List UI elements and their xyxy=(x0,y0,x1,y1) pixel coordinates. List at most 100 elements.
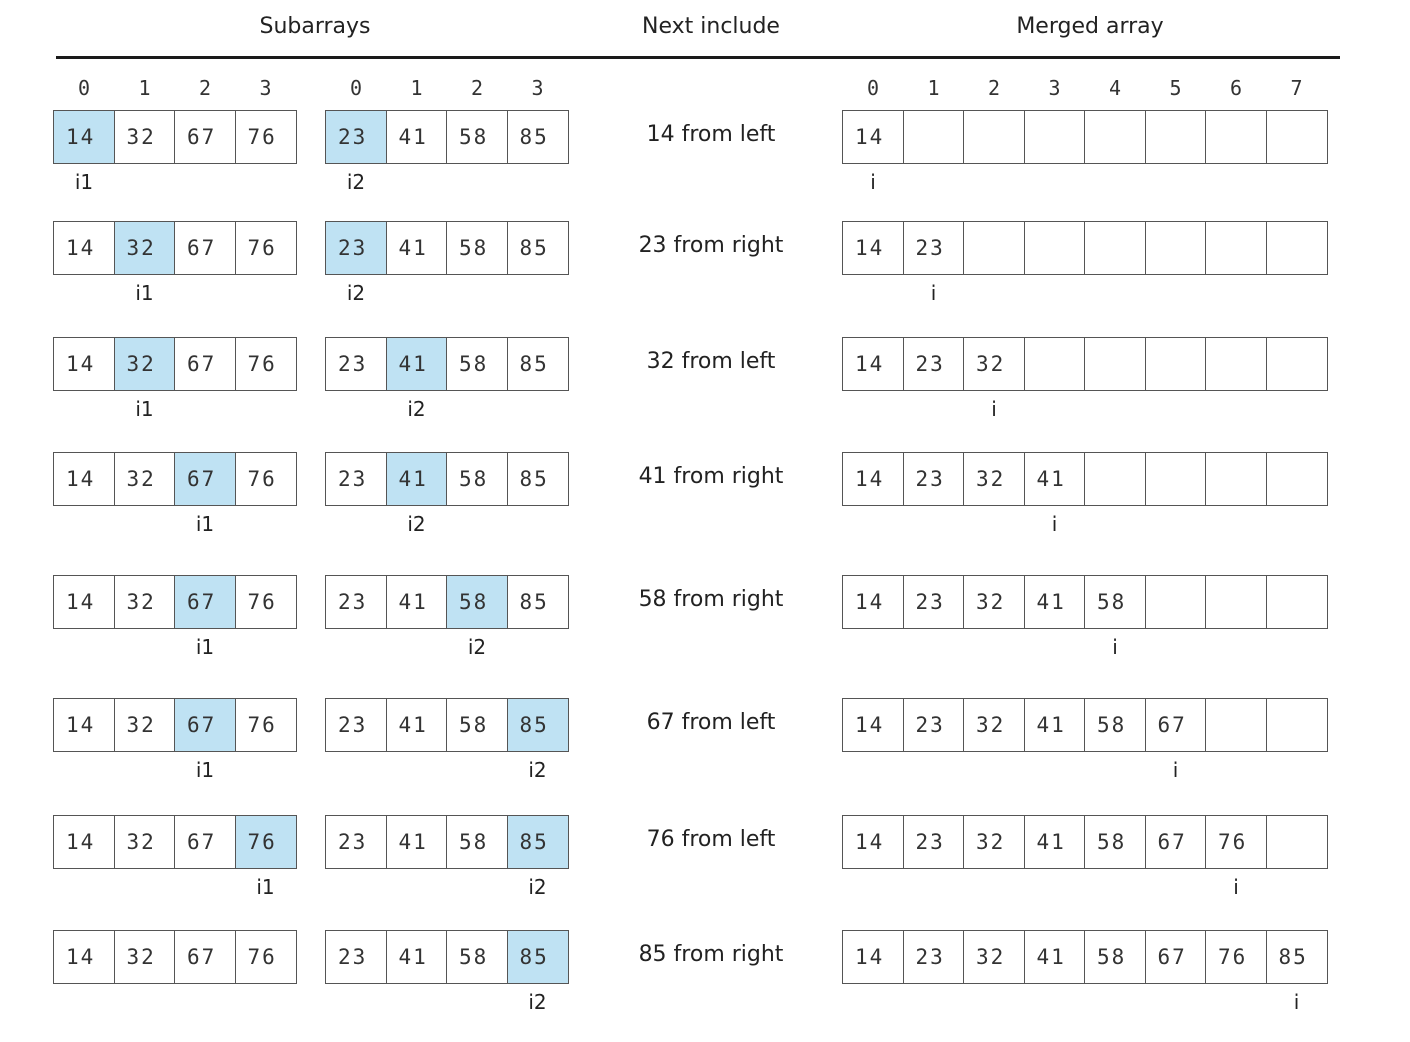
merge-step: 14 32 67 76 23 41 58 85 58 from right 14 23 32 41 58 i… xyxy=(0,575,1410,687)
merged-cell: 14 xyxy=(842,221,904,275)
right-subarray: 23 41 58 85 xyxy=(325,110,569,164)
merged-cell xyxy=(1023,337,1086,391)
merged-cell xyxy=(1265,110,1328,164)
merged-cell: 14 xyxy=(842,337,904,391)
right-cell: 85 xyxy=(506,221,569,275)
pointer-i1: i1 xyxy=(256,875,275,899)
next-include-text: 67 from left xyxy=(646,710,776,735)
right-cell-current: 23 xyxy=(325,110,387,164)
left-cell: 32 xyxy=(113,110,176,164)
index-label: 1 xyxy=(138,76,151,100)
merged-cell: 76 xyxy=(1205,815,1267,869)
merged-cell: 41 xyxy=(1023,930,1086,984)
merged-cell: 58 xyxy=(1084,930,1146,984)
merged-cell: 67 xyxy=(1144,815,1207,869)
left-subarray: 14 32 67 76 xyxy=(53,815,297,869)
merged-array: 14 23 32 41 58 67 76 xyxy=(842,815,1328,869)
right-cell: 23 xyxy=(325,452,387,506)
left-cell: 76 xyxy=(234,110,297,164)
pointer-i2: i2 xyxy=(528,875,547,899)
merged-cell xyxy=(902,110,965,164)
right-cell-current: 85 xyxy=(506,698,569,752)
next-include-text: 76 from left xyxy=(646,827,776,852)
right-cell: 58 xyxy=(446,110,508,164)
right-cell: 85 xyxy=(506,110,569,164)
merged-cell xyxy=(1144,452,1207,506)
index-label: 2 xyxy=(987,76,1001,100)
header-rule xyxy=(56,56,1340,59)
right-cell: 23 xyxy=(325,930,387,984)
pointer-i1: i1 xyxy=(135,397,154,421)
merge-step: 14 32 67 76 23 41 58 85 76 from left 14 23 32 41 58 67… xyxy=(0,815,1410,927)
merged-cell xyxy=(1144,337,1207,391)
right-subarray: 23 41 58 85 xyxy=(325,452,569,506)
left-cell: 67 xyxy=(174,337,236,391)
merge-step: 14 32 67 76 23 41 58 85 85 from right 14 23 32 41 58 6… xyxy=(0,930,1410,1042)
pointer-i2: i2 xyxy=(407,512,426,536)
merged-cell: 23 xyxy=(902,337,965,391)
right-cell: 85 xyxy=(506,575,569,629)
pointer-i: i xyxy=(991,397,997,421)
right-cell: 41 xyxy=(385,930,448,984)
merged-cell: 14 xyxy=(842,575,904,629)
merged-cell xyxy=(1144,221,1207,275)
left-cell: 76 xyxy=(234,452,297,506)
left-cell: 32 xyxy=(113,575,176,629)
merged-array: 14 xyxy=(842,110,1328,164)
merged-array: 14 23 32 41 58 67 76 85 xyxy=(842,930,1328,984)
merged-cell: 67 xyxy=(1144,930,1207,984)
merged-cell: 58 xyxy=(1084,815,1146,869)
left-cell: 32 xyxy=(113,815,176,869)
left-cell: 32 xyxy=(113,452,176,506)
merged-cell xyxy=(1144,110,1207,164)
index-label: 3 xyxy=(259,76,272,100)
left-cell: 32 xyxy=(113,930,176,984)
left-cell: 14 xyxy=(53,815,115,869)
right-cell: 85 xyxy=(506,452,569,506)
index-label: 3 xyxy=(531,76,544,100)
merged-cell xyxy=(1265,815,1328,869)
merged-cell xyxy=(1084,221,1146,275)
merged-cell: 14 xyxy=(842,815,904,869)
pointer-i: i xyxy=(1172,758,1179,782)
merged-cell: 58 xyxy=(1084,698,1146,752)
merged-cell: 32 xyxy=(963,575,1025,629)
right-cell: 41 xyxy=(385,815,448,869)
pointer-i1: i1 xyxy=(195,512,215,536)
right-cell: 58 xyxy=(446,452,508,506)
merged-cell: 41 xyxy=(1023,815,1086,869)
merged-array: 14 23 32 41 58 xyxy=(842,575,1328,629)
right-subarray: 23 41 58 85 xyxy=(325,930,569,984)
merge-step: 14 32 67 76 23 41 58 85 14 from left 14 i1 i2 i xyxy=(0,110,1410,222)
right-cell: 58 xyxy=(446,930,508,984)
index-label: 0 xyxy=(77,76,91,100)
subarrays-header: Subarrays xyxy=(259,14,371,39)
left-cell: 14 xyxy=(53,221,115,275)
merged-cell: 76 xyxy=(1205,930,1267,984)
merge-step: 14 32 67 76 23 41 58 85 41 from right 14 23 32 41 i1 i… xyxy=(0,452,1410,564)
right-cell: 58 xyxy=(446,337,508,391)
right-cell: 41 xyxy=(385,110,448,164)
merged-cell: 23 xyxy=(902,698,965,752)
left-subarray: 14 32 67 76 xyxy=(53,575,297,629)
left-cell: 14 xyxy=(53,698,115,752)
merged-cell: 23 xyxy=(902,221,965,275)
index-label: 0 xyxy=(866,76,880,100)
pointer-i: i xyxy=(930,281,937,305)
merged-cell: 41 xyxy=(1023,452,1086,506)
left-subarray: 14 32 67 76 xyxy=(53,337,297,391)
right-subarray: 23 41 58 85 xyxy=(325,575,569,629)
left-cell-current: 67 xyxy=(174,698,236,752)
merged-cell: 14 xyxy=(842,698,904,752)
left-cell: 76 xyxy=(234,698,297,752)
right-cell-current: 85 xyxy=(506,815,569,869)
right-subarray: 23 41 58 85 xyxy=(325,221,569,275)
left-cell: 67 xyxy=(174,815,236,869)
right-cell: 58 xyxy=(446,815,508,869)
left-cell: 32 xyxy=(113,698,176,752)
merged-array: 14 23 32 xyxy=(842,337,1328,391)
left-subarray: 14 32 67 76 xyxy=(53,110,297,164)
pointer-i2: i2 xyxy=(528,990,547,1014)
index-label: 4 xyxy=(1108,76,1122,100)
merged-cell: 41 xyxy=(1023,575,1086,629)
